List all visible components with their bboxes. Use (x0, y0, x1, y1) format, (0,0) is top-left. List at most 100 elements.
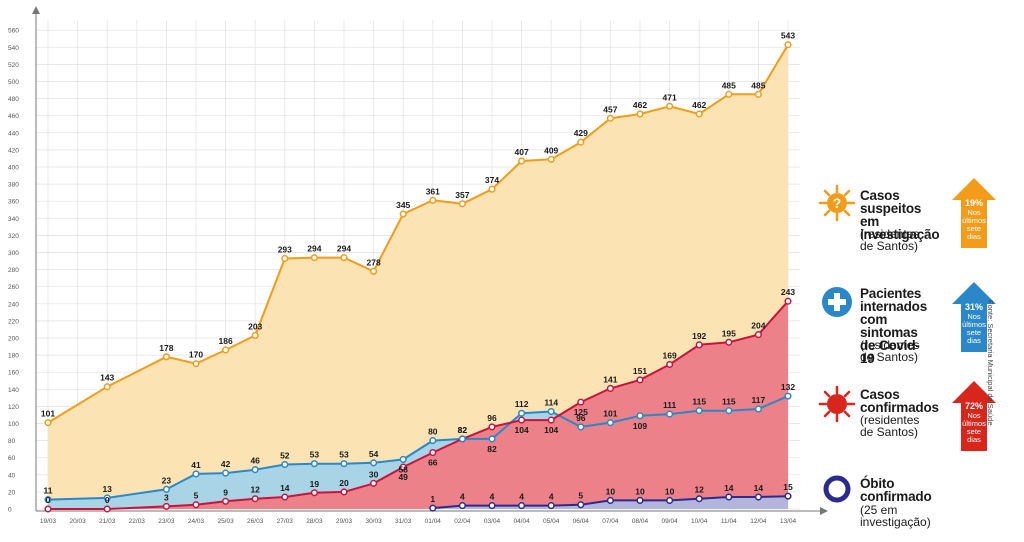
data-label-internados: 58 (398, 464, 408, 474)
x-tick-label: 19/03 (40, 518, 57, 525)
data-label-suspeitos: 374 (485, 175, 499, 185)
x-tick-label: 01/04 (425, 518, 442, 525)
data-label-internados: 82 (487, 444, 497, 454)
trend-arrow-up-icon: 31% Nos últimos sete dias (952, 282, 996, 352)
point-confirmados (577, 398, 585, 406)
point-suspeitos (695, 110, 703, 118)
point-suspeitos (518, 157, 526, 165)
point-suspeitos (44, 419, 52, 427)
point-internados (547, 407, 555, 416)
data-label-obito: 4 (490, 492, 495, 502)
data-label-suspeitos: 294 (337, 244, 351, 254)
y-tick-label: 180 (8, 353, 19, 360)
data-label-internados: 109 (633, 421, 647, 431)
point-internados (606, 419, 614, 427)
source-note: Fonte: Secretaria Municipal de Saúde (986, 300, 995, 426)
point-obito (666, 496, 674, 505)
point-suspeitos (162, 353, 170, 361)
point-suspeitos (370, 267, 378, 275)
trend-note: Nos últimos sete dias (962, 208, 986, 241)
trend-percent: 31% (964, 302, 983, 312)
data-label-confirmados: 141 (603, 374, 617, 384)
point-internados (488, 435, 496, 443)
point-internados (103, 494, 111, 502)
data-label-confirmados: 14 (280, 483, 290, 493)
y-tick-label: 260 (8, 284, 19, 291)
data-label-obito: 4 (519, 492, 524, 502)
point-confirmados (281, 493, 289, 501)
point-internados (399, 455, 407, 463)
data-label-internados: 82 (458, 425, 468, 435)
x-tick-label: 28/03 (306, 518, 323, 525)
point-internados (251, 466, 259, 474)
point-suspeitos (192, 360, 200, 368)
point-internados (695, 407, 703, 415)
y-tick-label: 80 (8, 438, 16, 445)
y-tick-label: 540 (8, 45, 19, 52)
data-label-suspeitos: 178 (159, 343, 173, 353)
data-label-obito: 15 (783, 482, 793, 492)
point-internados (222, 469, 230, 477)
y-tick-label: 60 (8, 455, 16, 462)
chart-axes (32, 6, 828, 515)
data-label-suspeitos: 294 (307, 244, 321, 254)
legend-title: Óbito confirmado (860, 476, 932, 504)
trend-arrow-up-icon: 19% Nos últimos sete dias (952, 178, 996, 248)
y-tick-label: 40 (8, 472, 16, 479)
point-obito (547, 502, 555, 510)
point-obito (577, 501, 585, 509)
data-label-confirmados: 0 (46, 495, 51, 505)
legend-title: Pacientes internados com sintomas de Cov… (860, 286, 928, 366)
point-confirmados (695, 341, 703, 349)
point-suspeitos (636, 110, 644, 118)
y-tick-label: 20 (8, 489, 16, 496)
point-suspeitos (251, 331, 259, 339)
point-obito (725, 493, 733, 501)
y-tick-label: 340 (8, 216, 19, 223)
line-internados (47, 395, 789, 501)
y-tick-label: 520 (8, 62, 19, 69)
point-suspeitos (310, 254, 318, 262)
data-label-confirmados: 243 (781, 287, 795, 297)
y-tick-label: 160 (8, 370, 19, 377)
x-tick-label: 06/04 (573, 518, 590, 525)
point-obito (429, 504, 437, 512)
data-label-obito: 10 (606, 486, 616, 496)
y-tick-label: 360 (8, 199, 19, 206)
data-label-internados: 53 (310, 450, 320, 460)
point-internados (310, 460, 318, 468)
data-label-internados: 115 (722, 397, 736, 407)
x-tick-label: 08/04 (632, 518, 649, 525)
point-internados (44, 496, 52, 504)
point-obito (458, 502, 466, 510)
data-label-confirmados: 66 (428, 458, 438, 468)
legend-subtitle: (25 em investigação) (860, 503, 931, 529)
legend-subtitle: (residentes de Santos) (860, 338, 920, 364)
data-label-confirmados: 20 (339, 478, 349, 488)
x-tick-label: 05/04 (543, 518, 560, 525)
y-tick-label: 140 (8, 387, 19, 394)
point-suspeitos (666, 102, 674, 110)
legend-title: Casos suspeitos em investigação (860, 188, 940, 242)
data-label-confirmados: 9 (223, 487, 228, 497)
point-confirmados (488, 423, 496, 431)
y-tick-label: 200 (8, 336, 19, 343)
data-label-obito: 10 (635, 486, 645, 496)
x-tick-label: 09/04 (661, 518, 678, 525)
trend-percent: 72% (964, 401, 983, 411)
x-tick-label: 25/03 (217, 518, 234, 525)
data-label-suspeitos: 462 (633, 100, 647, 110)
point-confirmados (222, 497, 230, 505)
x-tick-label: 03/04 (484, 518, 501, 525)
data-label-internados: 52 (280, 451, 290, 461)
x-tick-label: 27/03 (277, 518, 294, 525)
x-tick-label: 02/04 (454, 518, 471, 525)
data-label-internados: 112 (515, 399, 529, 409)
point-suspeitos (458, 200, 466, 208)
point-suspeitos (399, 210, 407, 218)
point-obito (784, 492, 792, 500)
point-confirmados (399, 463, 407, 471)
point-confirmados (251, 495, 259, 503)
